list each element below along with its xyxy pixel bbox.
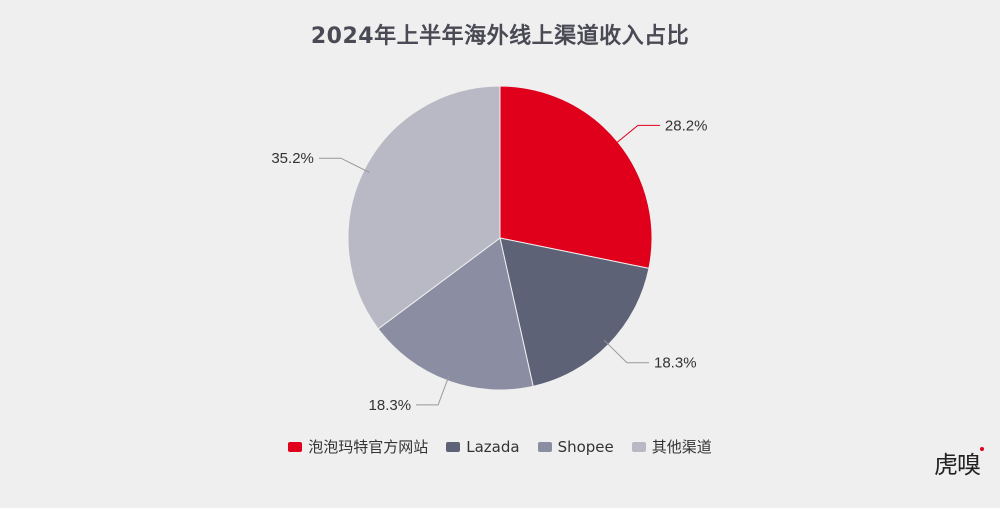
legend-item-3: 其他渠道: [631, 436, 712, 457]
data-label-0: 28.2%: [665, 117, 708, 134]
legend-item-1: Lazada: [446, 437, 520, 456]
brand-logo-text: 虎嗅: [934, 451, 981, 479]
legend-label-0: 泡泡玛特官方网站: [308, 438, 429, 456]
leader-line-3: [318, 157, 370, 173]
legend-swatch-1: [446, 441, 461, 452]
leader-line-2: [416, 374, 450, 406]
pie-slices: [347, 85, 653, 391]
legend-swatch-2: [537, 441, 552, 452]
legend-item-2: Shopee: [537, 437, 614, 456]
leader-line-1: [603, 339, 649, 364]
pie-labels: 28.2% 18.3% 18.3% 35.2%: [271, 117, 707, 414]
legend-label-3: 其他渠道: [651, 438, 712, 456]
pie-slice-0: [499, 85, 653, 269]
legend-swatch-3: [631, 441, 646, 452]
brand-logo: 虎嗅: [934, 445, 984, 480]
data-label-1: 18.3%: [654, 355, 697, 372]
legend-swatch-0: [288, 441, 303, 452]
legend-label-1: Lazada: [466, 437, 520, 456]
data-label-3: 35.2%: [271, 150, 314, 167]
chart-title: 2024年上半年海外线上渠道收入占比: [310, 24, 690, 49]
leader-line-0: [612, 124, 660, 146]
chart-legend: 泡泡玛特官方网站 Lazada Shopee 其他渠道: [0, 436, 1000, 457]
legend-label-2: Shopee: [557, 437, 614, 456]
legend-item-0: 泡泡玛特官方网站: [288, 436, 428, 457]
data-label-2: 18.3%: [369, 397, 412, 414]
brand-logo-dot: [980, 447, 984, 451]
